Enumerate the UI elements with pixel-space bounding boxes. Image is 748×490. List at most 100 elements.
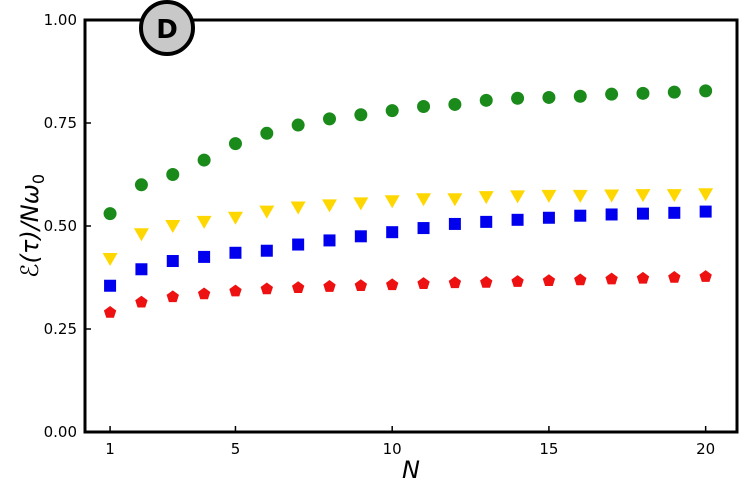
x-tick-label: 1 (105, 440, 115, 458)
data-point-square (480, 215, 493, 228)
data-point-circle (573, 89, 587, 103)
data-point-circle (228, 137, 242, 151)
data-point-triangle-down (165, 220, 181, 233)
data-point-square (198, 250, 211, 263)
y-tick-label: 0.50 (44, 217, 77, 235)
x-tick-label: 20 (696, 440, 715, 458)
data-point-circle (354, 108, 368, 122)
panel-label: D (156, 15, 178, 45)
data-point-pentagon (103, 306, 117, 318)
panel-badge-circle (139, 0, 195, 56)
data-point-circle (479, 93, 493, 107)
data-point-pentagon (166, 290, 179, 303)
data-point-circle (511, 91, 525, 105)
data-point-pentagon (260, 282, 273, 295)
data-point-circle (323, 112, 336, 126)
data-point-circle (103, 207, 117, 221)
data-point-square (323, 234, 336, 247)
y-axis-label-main: ℰ(τ)/Nω (16, 184, 44, 278)
data-point-triangle-down (447, 193, 463, 207)
data-point-circle (636, 86, 650, 100)
data-point-square (386, 226, 399, 239)
data-point-pentagon (511, 275, 524, 287)
y-tick-label: 0.25 (44, 320, 77, 338)
axis-ticks: 1 5 10 15 200.000.250.500.751.00 (44, 11, 716, 458)
y-tick-label: 1.00 (44, 11, 77, 29)
x-tick-label: 15 (539, 440, 558, 458)
data-point-square (668, 206, 681, 219)
data-point-circle (542, 90, 556, 104)
data-point-circle (417, 100, 431, 114)
y-axis-label-subscript: 0 (29, 174, 48, 184)
data-point-pentagon (417, 277, 430, 289)
data-point-square (417, 222, 430, 235)
data-point-square (511, 213, 524, 226)
data-point-circle (385, 104, 399, 118)
data-point-square (636, 207, 649, 220)
data-point-triangle-down (290, 201, 306, 215)
data-point-square (542, 211, 555, 224)
data-point-square (448, 217, 461, 230)
data-point-triangle-down (227, 211, 243, 225)
data-point-circle (197, 153, 211, 167)
data-point-triangle-down (698, 188, 714, 202)
data-point-pentagon (291, 281, 305, 294)
data-point-circle (667, 85, 681, 99)
y-axis-label: ℰ(τ)/Nω0 (16, 174, 48, 278)
data-point-pentagon (480, 275, 493, 288)
data-point-circle (448, 97, 462, 111)
data-point-triangle-down (353, 197, 369, 211)
data-point-square (574, 209, 587, 222)
data-point-triangle-down (572, 189, 588, 203)
data-point-square (135, 263, 148, 276)
data-point-circle (260, 126, 274, 140)
data-point-triangle-down (102, 252, 118, 266)
data-point-triangle-down (666, 189, 682, 203)
data-point-square (605, 208, 618, 221)
x-tick-label: 5 (231, 440, 241, 458)
data-point-square (354, 230, 367, 243)
data-point-circle (166, 168, 180, 181)
data-point-triangle-down (259, 205, 275, 219)
y-tick-label: 0.00 (44, 423, 77, 441)
data-point-triangle-down (541, 189, 557, 203)
data-point-square (166, 255, 179, 268)
data-point-square (699, 205, 712, 218)
data-point-pentagon (229, 284, 242, 297)
data-point-circle (134, 178, 148, 192)
data-point-triangle-down (635, 189, 651, 203)
data-point-triangle-down (384, 195, 400, 209)
data-point-circle (605, 87, 619, 101)
data-point-triangle-down (322, 199, 337, 213)
panel-badge: D (139, 0, 195, 56)
plot-frame (83, 18, 739, 434)
x-tick-label: 10 (383, 440, 402, 458)
data-point-triangle-down (510, 190, 526, 204)
data-point-triangle-down (416, 193, 432, 207)
data-point-square (260, 244, 273, 257)
data-point-square (229, 246, 242, 259)
y-tick-label: 0.75 (44, 114, 77, 132)
data-point-square (104, 279, 117, 292)
data-point-triangle-down (133, 228, 149, 242)
data-point-pentagon (605, 272, 618, 285)
data-point-pentagon (542, 274, 556, 287)
data-point-pentagon (323, 280, 336, 292)
data-point-circle (291, 118, 305, 132)
data-point-pentagon (636, 271, 650, 284)
x-axis-label: N (402, 456, 420, 484)
data-marks (102, 84, 714, 318)
data-point-pentagon (668, 271, 681, 283)
data-point-triangle-down (478, 191, 494, 205)
data-point-pentagon (574, 273, 587, 286)
data-point-square (292, 238, 305, 251)
data-point-pentagon (699, 270, 712, 282)
data-point-triangle-down (196, 215, 212, 229)
data-point-pentagon (448, 276, 462, 289)
data-point-triangle-down (604, 189, 620, 203)
data-point-pentagon (197, 287, 211, 300)
data-point-pentagon (386, 278, 399, 291)
data-point-pentagon (135, 295, 148, 308)
data-point-pentagon (354, 279, 368, 291)
